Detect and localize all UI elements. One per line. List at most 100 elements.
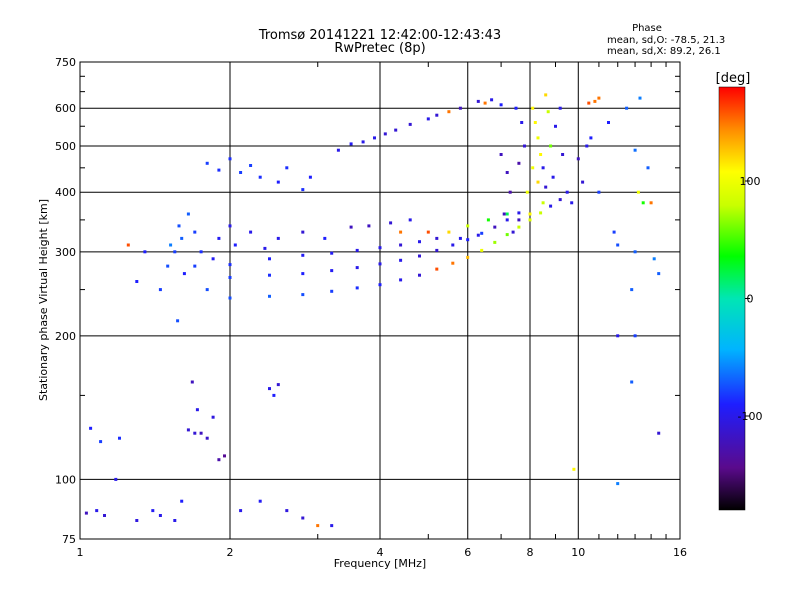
- data-point: [349, 225, 353, 229]
- data-point: [173, 519, 177, 522]
- data-point: [539, 153, 543, 156]
- data-point: [466, 255, 470, 259]
- y-tick-label: 400: [55, 186, 76, 199]
- data-point: [646, 166, 650, 170]
- data-point: [336, 148, 340, 152]
- data-point: [233, 243, 237, 247]
- data-point: [205, 288, 209, 292]
- data-point: [633, 250, 637, 254]
- chart-title: Tromsø 20141221 12:42:00-12:43:43: [258, 28, 501, 43]
- y-tick-label: 100: [55, 473, 76, 486]
- data-point: [505, 171, 509, 174]
- data-point: [355, 248, 359, 252]
- data-point: [399, 258, 403, 262]
- data-point: [301, 230, 305, 234]
- data-point: [466, 238, 470, 242]
- x-tick-label: 4: [377, 546, 384, 559]
- data-point: [593, 99, 597, 103]
- x-tick-label: 16: [673, 546, 687, 559]
- data-point: [649, 201, 653, 205]
- data-point: [99, 440, 103, 444]
- data-point: [355, 286, 359, 290]
- data-point: [480, 248, 484, 252]
- y-tick-label: 750: [55, 56, 76, 69]
- data-point: [451, 243, 455, 247]
- data-point: [176, 319, 180, 323]
- data-point: [268, 387, 271, 391]
- data-point: [657, 272, 661, 276]
- data-point: [186, 212, 190, 216]
- y-tick-label: 200: [55, 330, 76, 343]
- data-point: [239, 509, 243, 513]
- data-point: [389, 221, 393, 225]
- data-point: [135, 280, 139, 283]
- data-point: [499, 153, 503, 156]
- data-point: [135, 519, 139, 522]
- data-point: [268, 273, 271, 277]
- colorbar-ticks: 100 0 -100: [738, 175, 763, 423]
- y-axis-ticks: 75 100 200 300 400 500 600 750: [55, 56, 680, 546]
- data-point: [228, 296, 232, 300]
- data-point: [636, 190, 640, 194]
- data-point: [523, 144, 526, 148]
- data-point: [505, 212, 509, 216]
- data-point: [657, 431, 661, 435]
- data-point: [118, 436, 121, 440]
- x-tick-label: 2: [227, 546, 234, 559]
- data-point: [561, 153, 565, 156]
- data-point: [554, 124, 557, 128]
- data-point: [394, 128, 398, 132]
- data-point: [536, 180, 540, 184]
- data-point: [630, 288, 634, 292]
- data-point: [616, 334, 620, 338]
- data-point: [426, 230, 430, 234]
- stats-line-x: mean, sd,X: 89.2, 26.1: [607, 46, 721, 57]
- data-point: [589, 136, 593, 140]
- data-point: [330, 269, 334, 273]
- colorbar-tick-label: -100: [738, 410, 763, 423]
- data-point: [249, 230, 253, 234]
- data-point: [114, 477, 118, 481]
- data-point: [158, 288, 162, 292]
- data-point: [186, 428, 190, 432]
- data-point: [301, 516, 305, 520]
- data-point: [528, 218, 532, 222]
- data-point: [228, 263, 232, 267]
- data-point: [151, 509, 155, 513]
- data-point: [531, 106, 535, 110]
- data-point: [517, 225, 521, 229]
- stats-line-o: mean, sd,O: -78.5, 21.3: [607, 35, 725, 46]
- data-point: [285, 509, 289, 513]
- x-tick-label: 1: [77, 546, 84, 559]
- data-point: [493, 240, 497, 244]
- data-point: [330, 289, 334, 293]
- data-point: [276, 383, 280, 387]
- data-point: [263, 246, 267, 250]
- colorbar-label: [deg]: [716, 71, 751, 86]
- data-point: [378, 246, 382, 250]
- data-point: [308, 175, 312, 179]
- data-point: [276, 180, 280, 184]
- data-point: [541, 166, 545, 170]
- data-point: [228, 157, 232, 161]
- data-point: [517, 161, 521, 165]
- data-point: [558, 198, 562, 202]
- data-point: [84, 511, 88, 515]
- data-point: [399, 278, 403, 282]
- x-axis-ticks: 1 2 4 6 8 10 16: [77, 62, 687, 559]
- data-point: [597, 190, 601, 194]
- data-point: [525, 190, 529, 194]
- colorbar-tick-label: 100: [740, 175, 761, 188]
- data-point: [268, 294, 271, 298]
- data-point: [378, 262, 382, 266]
- data-point: [190, 380, 194, 384]
- data-point: [585, 144, 589, 148]
- data-point: [195, 408, 199, 412]
- grid-lines: [80, 62, 680, 539]
- data-point: [180, 236, 184, 240]
- data-point: [536, 136, 540, 140]
- data-point: [373, 136, 376, 140]
- data-point: [480, 231, 484, 235]
- data-point: [466, 224, 470, 228]
- data-point: [576, 157, 580, 161]
